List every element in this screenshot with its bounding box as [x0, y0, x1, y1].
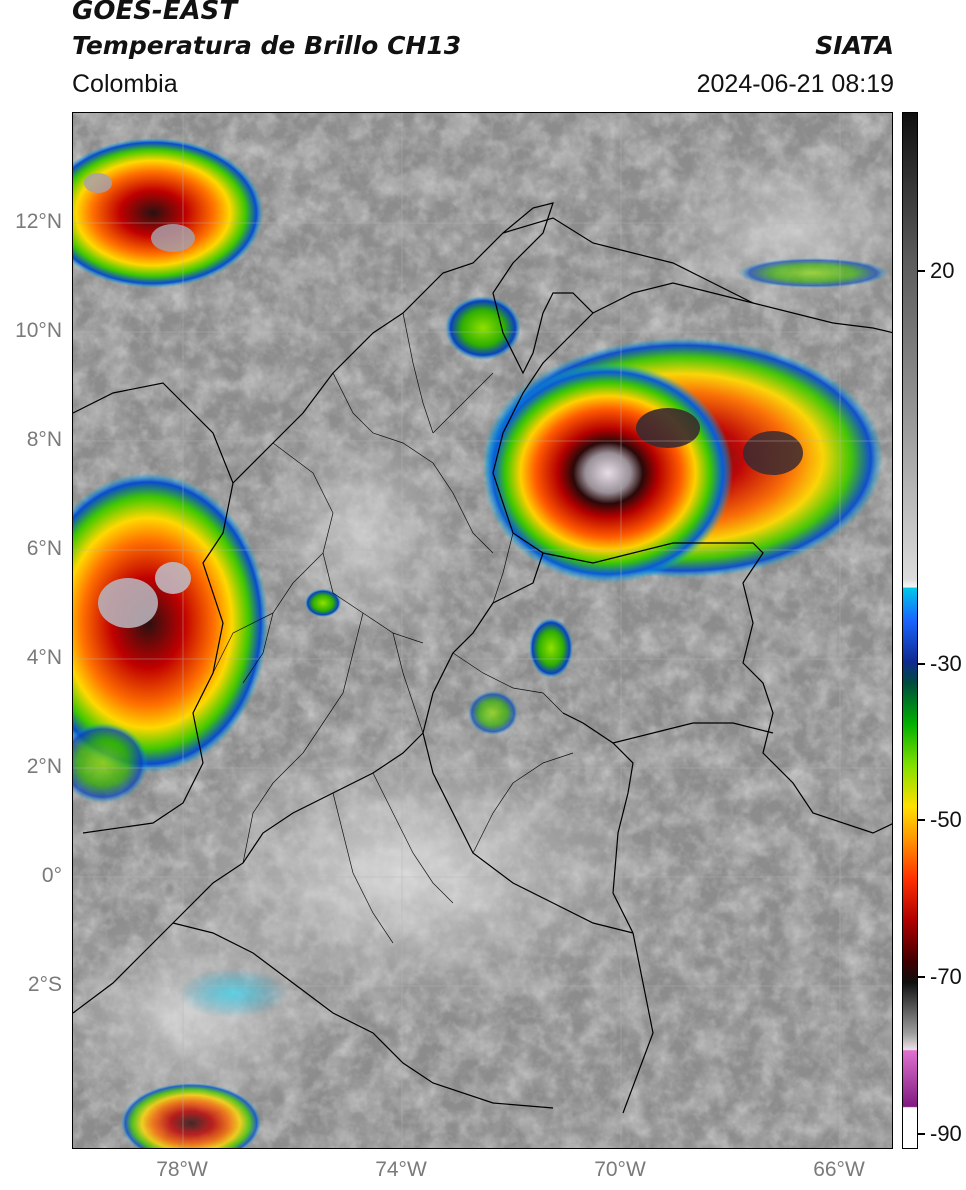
- cold-cloud-cyan: [178, 968, 288, 1018]
- lat-label-4n: 4°N: [26, 646, 62, 669]
- cell-llanos: [529, 618, 573, 678]
- satellite-title: GOES-EAST: [72, 0, 238, 26]
- storm-pacific: [73, 473, 268, 773]
- colorbar-tick-minus50: [918, 819, 925, 821]
- lat-label-6n: 6°N: [26, 537, 62, 560]
- colorbar-tick-minus70: [918, 976, 925, 978]
- storm-south: [121, 1083, 261, 1148]
- storm-caribbean-core2: [84, 173, 112, 193]
- lat-label-2s: 2°S: [27, 973, 62, 996]
- title-block: GOES-EAST Temperatura de Brillo CH13 Col…: [72, 0, 894, 106]
- lat-label-0: 0°: [41, 864, 62, 887]
- lon-label-66w: 66°W: [813, 1158, 865, 1181]
- colorbar-label-20: 20: [930, 258, 955, 283]
- cell-guaviare: [468, 691, 518, 735]
- lon-label-78w: 78°W: [156, 1158, 208, 1181]
- storm-cell-top: [636, 408, 700, 448]
- colorbar-gradient: [903, 113, 917, 1148]
- colorbar: [902, 112, 918, 1149]
- colorbar-tick-minus90: [918, 1133, 925, 1135]
- lon-label-74w: 74°W: [375, 1158, 427, 1181]
- map-canvas: [73, 113, 892, 1148]
- country-borders: [73, 202, 892, 1114]
- storm-pacific-core: [98, 578, 158, 628]
- colorbar-label-minus70: -70: [930, 964, 962, 989]
- cell-andes: [305, 589, 341, 617]
- lon-label-70w: 70°W: [594, 1158, 646, 1181]
- colorbar-label-minus90: -90: [930, 1121, 962, 1146]
- bright-cloud-andes: [253, 413, 473, 653]
- lat-label-8n: 8°N: [26, 428, 62, 451]
- colorbar-label-minus50: -50: [930, 807, 962, 832]
- department-borders: [212, 312, 574, 944]
- agency-label: SIATA: [815, 31, 894, 60]
- product-title: Temperatura de Brillo CH13: [72, 31, 462, 60]
- cell-pacific-south: [73, 723, 148, 803]
- region-label: Colombia: [72, 70, 178, 98]
- colorbar-tick-20: [918, 270, 925, 272]
- datetime-label: 2024-06-21 08:19: [696, 70, 894, 98]
- storm-caribbean: [73, 138, 263, 288]
- lat-label-2n: 2°N: [26, 755, 62, 778]
- colorbar-label-minus30: -30: [930, 651, 962, 676]
- cell-caribbean-coast: [738, 258, 888, 288]
- storm-pacific-core2: [155, 562, 191, 594]
- satellite-map[interactable]: [72, 112, 893, 1149]
- lat-label-12n: 12°N: [15, 210, 62, 233]
- cell-maracaibo: [445, 296, 521, 360]
- colorbar-tick-minus30: [918, 663, 925, 665]
- graticule: [73, 113, 892, 1148]
- lat-label-10n: 10°N: [15, 319, 62, 342]
- storm-caribbean-core: [151, 224, 195, 252]
- storm-cell-east: [743, 431, 803, 475]
